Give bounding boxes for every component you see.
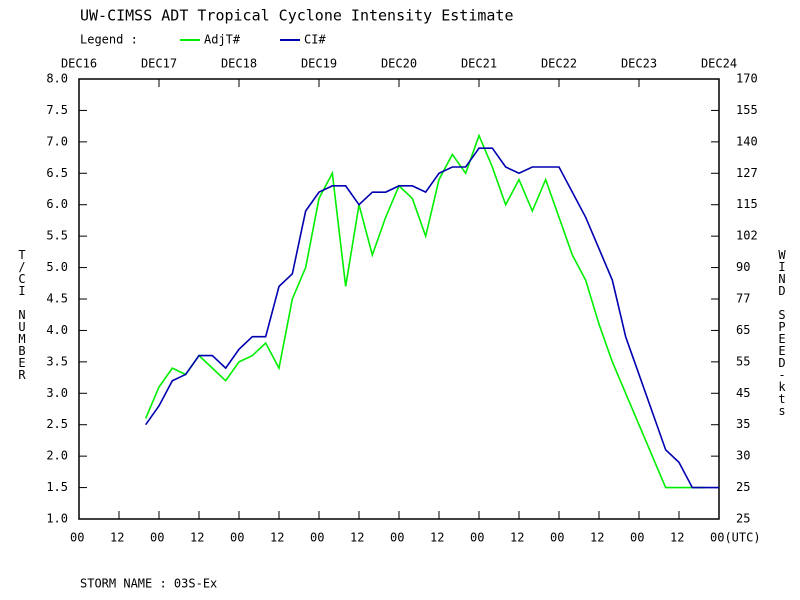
legend-entry: CI#: [304, 33, 326, 47]
y2-axis-label: WIND SPEED-kts: [775, 248, 789, 416]
y2-tick-label: 77: [736, 292, 750, 306]
y2-tick-label: 155: [736, 103, 758, 117]
x-tick-label: 12: [350, 531, 364, 545]
date-tick-label: DEC16: [61, 57, 97, 71]
x-tick-label: 00: [70, 531, 84, 545]
date-tick-label: DEC24: [701, 57, 737, 71]
y-tick-label: 5.0: [46, 260, 68, 274]
y2-tick-label: 65: [736, 323, 750, 337]
plot-frame: [78, 78, 720, 520]
y2-tick-label: 90: [736, 260, 750, 274]
x-tick-label: 12: [670, 531, 684, 545]
x-tick-label: 00: [390, 531, 404, 545]
series-line: [144, 133, 706, 489]
y2-tick-label: 140: [736, 134, 758, 148]
y2-tick-label: 25: [736, 480, 750, 494]
date-tick-label: DEC19: [301, 57, 337, 71]
x-tick-label: 00: [310, 531, 324, 545]
y2-tick-label: 35: [736, 417, 750, 431]
y2-tick-label: 115: [736, 197, 758, 211]
chart-title: UW-CIMSS ADT Tropical Cyclone Intensity …: [80, 7, 513, 25]
y2-tick-label: 170: [736, 72, 758, 86]
y2-tick-label: 102: [736, 229, 758, 243]
y2-tick-label: 30: [736, 449, 750, 463]
x-tick-label: 12: [190, 531, 204, 545]
date-tick-label: DEC20: [381, 57, 417, 71]
y-tick-label: 4.5: [46, 292, 68, 306]
x-tick-label: 00: [470, 531, 484, 545]
legend-entry: AdjT#: [204, 33, 241, 47]
x-tick-label: 12: [590, 531, 604, 545]
x-tick-label: 00: [230, 531, 244, 545]
y2-tick-label: 25: [736, 512, 750, 526]
y-tick-label: 7.5: [46, 103, 68, 117]
x-tick-label: 00: [630, 531, 644, 545]
date-tick-label: DEC23: [621, 57, 657, 71]
x-tick-label: 12: [430, 531, 444, 545]
x-tick-label: 00: [550, 531, 564, 545]
y-tick-label: 8.0: [46, 72, 68, 86]
y-tick-label: 1.0: [46, 512, 68, 526]
x-tick-label: 00: [150, 531, 164, 545]
y-tick-label: 2.5: [46, 417, 68, 431]
y-tick-label: 3.5: [46, 354, 68, 368]
x-tick-label: 12: [110, 531, 124, 545]
date-tick-label: DEC17: [141, 57, 177, 71]
y-tick-label: 6.0: [46, 197, 68, 211]
x-tick-label: 00(UTC): [710, 531, 761, 545]
y-tick-label: 4.0: [46, 323, 68, 337]
y2-tick-label: 127: [736, 166, 758, 180]
y2-tick-label: 45: [736, 386, 750, 400]
storm-name: STORM NAME : 03S-Ex: [80, 577, 217, 591]
y-tick-label: 5.5: [46, 229, 68, 243]
date-tick-label: DEC22: [541, 57, 577, 71]
y-tick-label: 2.0: [46, 449, 68, 463]
y-tick-label: 7.0: [46, 134, 68, 148]
y-tick-label: 1.5: [46, 480, 68, 494]
y-tick-label: 3.0: [46, 386, 68, 400]
date-tick-label: DEC18: [221, 57, 257, 71]
y2-tick-label: 55: [736, 354, 750, 368]
date-tick-label: DEC21: [461, 57, 497, 71]
y-axis-label: T/CI NUMBER: [15, 248, 29, 380]
y-tick-label: 6.5: [46, 166, 68, 180]
x-tick-label: 12: [510, 531, 524, 545]
x-tick-label: 12: [270, 531, 284, 545]
series-line: [145, 147, 719, 489]
legend-label: Legend :: [80, 33, 138, 47]
